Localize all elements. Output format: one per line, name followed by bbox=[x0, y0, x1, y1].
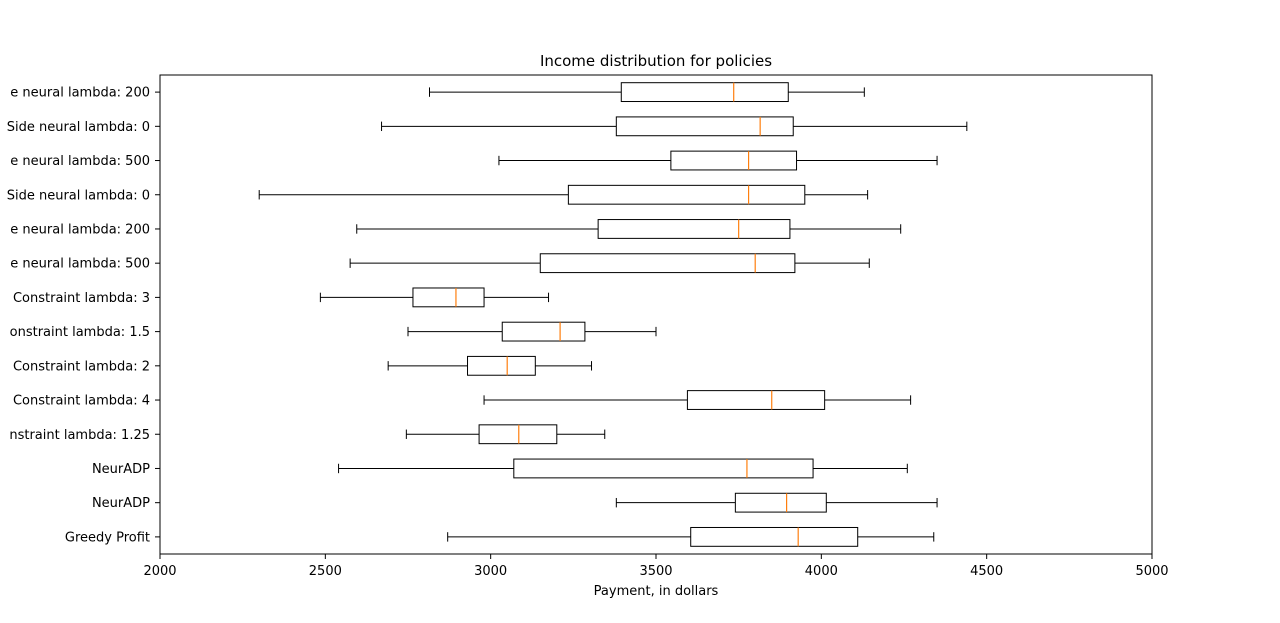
y-tick-label: onstraint lambda: 1.5 bbox=[10, 325, 150, 340]
iqr-box bbox=[690, 526, 859, 547]
box-group bbox=[349, 253, 870, 274]
iqr-box bbox=[615, 116, 794, 137]
iqr-box bbox=[539, 253, 796, 274]
y-tick-label: e neural lambda: 500 bbox=[10, 257, 150, 272]
y-tick-label: e neural lambda: 200 bbox=[10, 86, 150, 101]
iqr-box bbox=[467, 355, 536, 376]
x-tick-label: 2000 bbox=[143, 564, 176, 579]
box-group bbox=[356, 219, 902, 239]
iqr-box bbox=[412, 287, 485, 308]
box-group bbox=[405, 424, 606, 445]
iqr-box bbox=[620, 82, 789, 103]
iqr-box bbox=[501, 321, 586, 342]
iqr-box bbox=[597, 219, 791, 239]
box-group bbox=[483, 390, 912, 410]
x-tick-label: 4500 bbox=[970, 564, 1003, 579]
x-tick-label: 5000 bbox=[1135, 564, 1168, 579]
y-tick-label: Greedy Profit bbox=[65, 530, 150, 545]
box-group bbox=[428, 82, 865, 103]
box-group bbox=[447, 526, 935, 547]
y-axis: e neural lambda: 200 Side neural lambda: … bbox=[7, 86, 160, 545]
box-group bbox=[258, 184, 869, 205]
x-tick-label: 4000 bbox=[805, 564, 838, 579]
x-axis: 2000 2500 3000 3500 4000 4500 5000 bbox=[143, 554, 1169, 579]
iqr-box bbox=[567, 184, 806, 205]
box-group bbox=[615, 492, 938, 513]
box-group bbox=[319, 287, 550, 308]
x-axis-label: Payment, in dollars bbox=[594, 584, 719, 599]
iqr-box bbox=[670, 150, 798, 171]
x-tick-label: 2500 bbox=[309, 564, 342, 579]
y-tick-label: Constraint lambda: 4 bbox=[13, 394, 150, 409]
y-tick-label: e neural lambda: 500 bbox=[10, 154, 150, 169]
y-tick-label: NeurADP bbox=[92, 462, 150, 477]
y-tick-label: Constraint lambda: 3 bbox=[13, 291, 150, 306]
plot-frame bbox=[159, 74, 1153, 555]
box-group bbox=[338, 458, 908, 479]
y-tick-label: Constraint lambda: 2 bbox=[13, 359, 150, 374]
y-tick-label: Side neural lambda: 0 bbox=[7, 188, 150, 203]
y-tick-label: NeurADP bbox=[92, 496, 150, 511]
box-group bbox=[407, 321, 657, 342]
y-tick-label: e neural lambda: 200 bbox=[10, 222, 150, 237]
iqr-box bbox=[513, 458, 814, 479]
x-tick-label: 3500 bbox=[639, 564, 672, 579]
x-tick-label: 3000 bbox=[474, 564, 507, 579]
box-group bbox=[498, 150, 938, 171]
box-group bbox=[387, 355, 593, 376]
iqr-box bbox=[686, 390, 826, 410]
y-tick-label: nstraint lambda: 1.25 bbox=[9, 428, 150, 443]
iqr-box bbox=[478, 424, 558, 445]
plot-area bbox=[258, 82, 968, 547]
box-group bbox=[381, 116, 968, 137]
iqr-box bbox=[734, 492, 827, 513]
y-tick-label: Side neural lambda: 0 bbox=[7, 120, 150, 135]
chart-title: Income distribution for policies bbox=[540, 52, 772, 70]
